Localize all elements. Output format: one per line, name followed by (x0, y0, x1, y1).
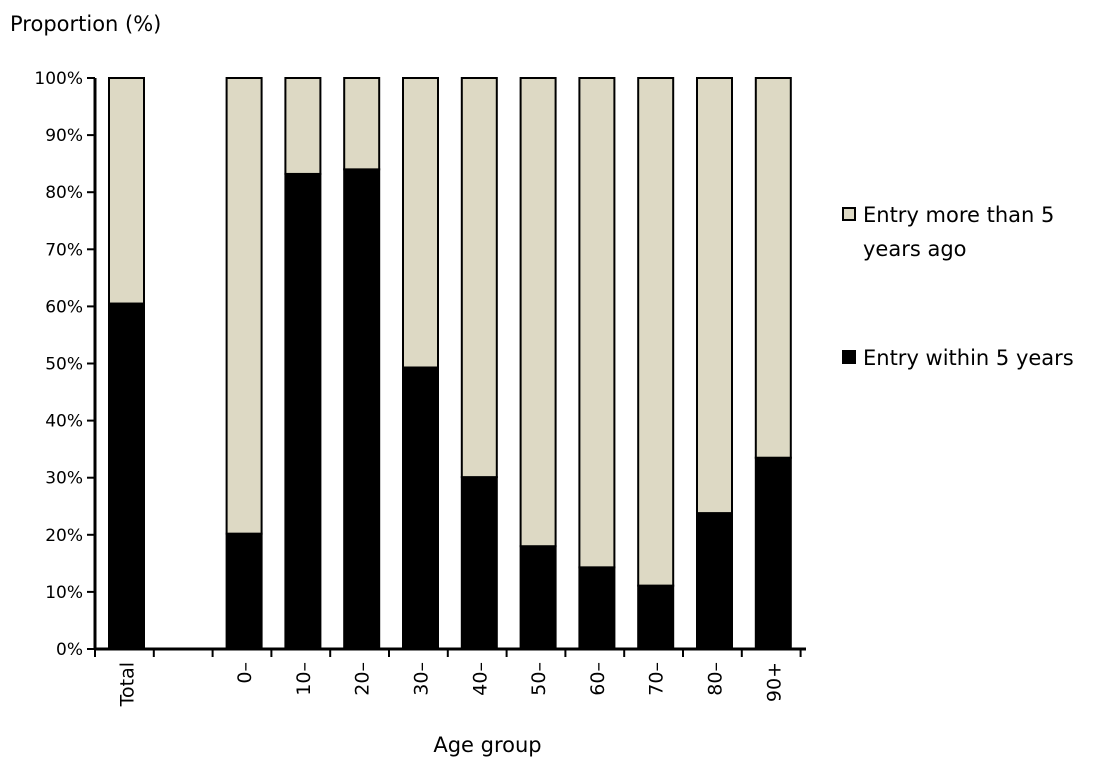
bar-segment-recent (108, 302, 145, 650)
y-tick-label: 40% (45, 412, 83, 432)
x-category-label: 20– (352, 662, 374, 696)
bar-segment-recent (578, 566, 616, 650)
y-tick-label: 70% (45, 240, 83, 260)
bar-segment-older (754, 77, 792, 459)
x-category-label: 40– (469, 662, 491, 696)
bar-segment-older (402, 77, 439, 369)
x-category-label: Total (117, 662, 139, 707)
x-category-label: 70– (646, 662, 668, 696)
bar-segment-older (108, 77, 145, 305)
y-tick-label: 90% (45, 126, 83, 146)
y-axis-title: Proportion (%) (10, 12, 162, 36)
bar-segment-older (225, 77, 263, 535)
y-tick-label: 50% (45, 355, 83, 375)
y-tick-label: 100% (34, 69, 83, 89)
legend-label-older-entry: Entry more than 5 years ago (863, 203, 1055, 261)
y-tick-label: 0% (56, 640, 83, 660)
bar-segment-recent (402, 366, 439, 650)
bar-segment-older (284, 77, 322, 175)
y-tick-label: 20% (45, 526, 83, 546)
bar-segment-recent (343, 168, 381, 651)
x-category-label: 30– (411, 662, 433, 696)
bar-segment-older (637, 77, 675, 587)
bar-segment-recent (696, 512, 733, 650)
legend-item-older-entry: Entry more than 5 years ago (842, 198, 1112, 266)
bar-segment-recent (460, 476, 498, 650)
x-axis-title: Age group (433, 733, 542, 757)
y-tick-label: 60% (45, 297, 83, 317)
bar-segment-older (696, 77, 733, 515)
legend-swatch-recent-entry (842, 350, 856, 364)
bar-segment-recent (284, 172, 322, 650)
x-category-label: 60– (587, 662, 609, 696)
x-category-label: 90+ (763, 662, 785, 702)
legend-label-recent-entry: Entry within 5 years (863, 346, 1074, 370)
bar-segment-older (343, 77, 381, 171)
bar-segment-recent (754, 456, 792, 650)
bar-segment-recent (519, 545, 557, 650)
x-category-label: 0– (234, 662, 256, 684)
legend-item-recent-entry: Entry within 5 years (842, 341, 1112, 375)
y-tick-label: 10% (45, 583, 83, 603)
y-tick-label: 30% (45, 469, 83, 489)
x-category-label: 80– (705, 662, 727, 696)
bar-segment-older (578, 77, 616, 569)
y-tick-label: 80% (45, 183, 83, 203)
bar-segment-older (519, 77, 557, 548)
legend-swatch-older-entry (842, 207, 856, 221)
bar-segment-recent (225, 532, 263, 651)
x-category-label: 10– (293, 662, 315, 696)
x-category-label: 50– (528, 662, 550, 696)
bar-segment-older (460, 77, 498, 479)
legend: Entry more than 5 years ago Entry within… (842, 198, 1112, 375)
bar-segment-recent (637, 584, 675, 651)
